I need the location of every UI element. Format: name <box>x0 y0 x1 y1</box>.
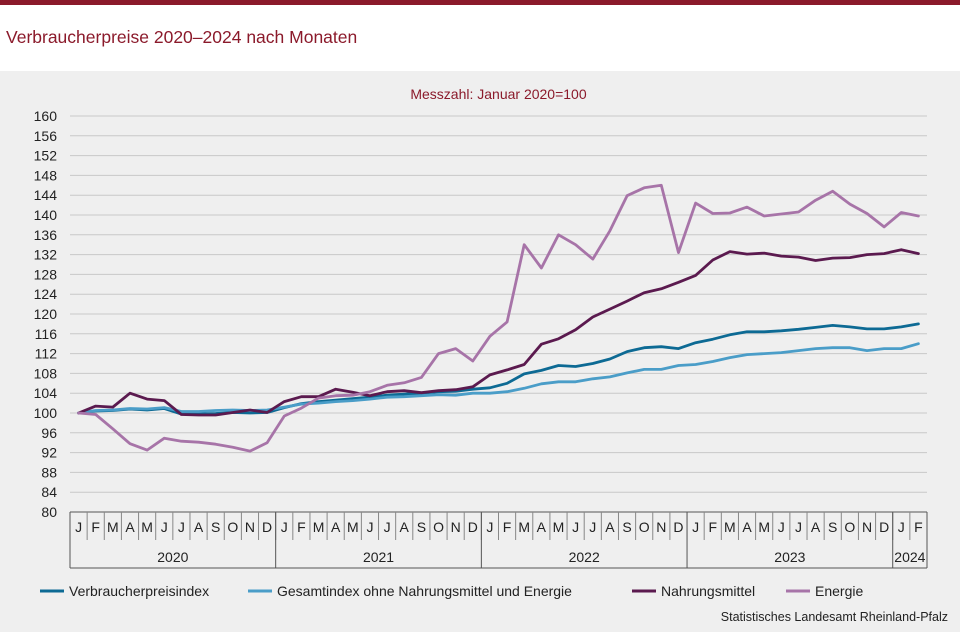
y-tick-label: 88 <box>41 464 57 480</box>
month-tick-label: D <box>468 519 478 535</box>
month-tick-label: J <box>384 519 391 535</box>
series-line <box>77 322 920 416</box>
y-tick-label: 148 <box>34 167 58 183</box>
month-tick-label: M <box>758 519 770 535</box>
month-tick-label: N <box>245 519 255 535</box>
page-title: Verbraucherpreise 2020–2024 nach Monaten <box>6 27 358 47</box>
y-tick-label: 112 <box>35 346 58 362</box>
legend-entry: Gesamtindex ohne Nahrungsmittel und Ener… <box>277 583 572 599</box>
month-tick-label: S <box>417 519 426 535</box>
y-tick-label: 100 <box>34 405 58 421</box>
month-tick-label: O <box>227 519 238 535</box>
month-tick-label: F <box>708 519 717 535</box>
month-tick-label: A <box>194 519 204 535</box>
month-tick-label: J <box>692 519 699 535</box>
month-tick-label: A <box>331 519 341 535</box>
legend-entry: Nahrungsmittel <box>661 583 755 599</box>
y-tick-label: 104 <box>34 385 58 401</box>
month-tick-label: F <box>914 519 923 535</box>
y-tick-label: 116 <box>35 326 58 342</box>
month-tick-label: D <box>879 519 889 535</box>
month-tick-label: A <box>125 519 135 535</box>
series-line <box>77 342 920 415</box>
header: Verbraucherpreise 2020–2024 nach Monaten <box>0 5 960 71</box>
month-tick-label: J <box>178 519 185 535</box>
month-tick-label: J <box>366 519 373 535</box>
legend-entry: Verbraucherpreisindex <box>69 583 209 599</box>
legend-entry: Energie <box>815 583 863 599</box>
month-tick-label: O <box>844 519 855 535</box>
y-tick-label: 92 <box>41 445 57 461</box>
month-tick-label: M <box>553 519 565 535</box>
month-tick-label: N <box>451 519 461 535</box>
y-tick-label: 160 <box>34 108 58 124</box>
y-tick-label: 84 <box>41 484 57 500</box>
month-tick-label: F <box>503 519 512 535</box>
series-line <box>77 248 920 417</box>
month-tick-label: M <box>313 519 325 535</box>
year-label: 2024 <box>894 549 925 565</box>
month-tick-label: A <box>400 519 410 535</box>
y-tick-label: 108 <box>34 365 58 381</box>
month-tick-label: D <box>262 519 272 535</box>
chart-subtitle: Messzahl: Januar 2020=100 <box>410 86 586 102</box>
month-tick-label: A <box>811 519 821 535</box>
month-tick-label: S <box>828 519 837 535</box>
month-tick-label: J <box>486 519 493 535</box>
month-tick-label: M <box>347 519 359 535</box>
month-tick-label: D <box>673 519 683 535</box>
top-accent-bar <box>0 0 960 5</box>
month-tick-label: M <box>518 519 530 535</box>
month-tick-label: S <box>622 519 631 535</box>
series-line <box>77 183 920 453</box>
y-tick-label: 136 <box>34 227 58 243</box>
year-label: 2023 <box>774 549 805 565</box>
y-tick-label: 124 <box>34 286 58 302</box>
y-tick-label: 128 <box>34 266 58 282</box>
month-tick-label: N <box>862 519 872 535</box>
year-label: 2022 <box>569 549 600 565</box>
y-tick-label: 132 <box>34 247 58 263</box>
month-tick-label: A <box>605 519 615 535</box>
y-tick-label: 152 <box>34 148 58 164</box>
month-tick-label: J <box>778 519 785 535</box>
month-tick-label: F <box>91 519 100 535</box>
month-tick-label: J <box>75 519 82 535</box>
month-tick-label: J <box>589 519 596 535</box>
source-note: Statistisches Landesamt Rheinland-Pfalz <box>720 610 948 624</box>
month-tick-label: O <box>433 519 444 535</box>
month-tick-label: F <box>297 519 306 535</box>
year-label: 2020 <box>157 549 188 565</box>
month-tick-label: M <box>141 519 153 535</box>
month-tick-label: M <box>724 519 736 535</box>
month-tick-label: N <box>656 519 666 535</box>
month-tick-label: J <box>898 519 905 535</box>
month-tick-label: A <box>742 519 752 535</box>
y-tick-label: 140 <box>34 207 58 223</box>
month-tick-label: J <box>161 519 168 535</box>
y-tick-label: 144 <box>34 187 58 203</box>
month-tick-label: S <box>211 519 220 535</box>
y-tick-label: 120 <box>34 306 58 322</box>
month-tick-label: A <box>537 519 547 535</box>
y-tick-label: 156 <box>34 128 58 144</box>
month-tick-label: M <box>107 519 119 535</box>
month-tick-label: J <box>572 519 579 535</box>
month-tick-label: O <box>639 519 650 535</box>
month-tick-label: J <box>795 519 802 535</box>
year-label: 2021 <box>363 549 394 565</box>
month-tick-label: J <box>281 519 288 535</box>
y-tick-label: 96 <box>41 425 57 441</box>
y-tick-label: 80 <box>41 504 57 520</box>
